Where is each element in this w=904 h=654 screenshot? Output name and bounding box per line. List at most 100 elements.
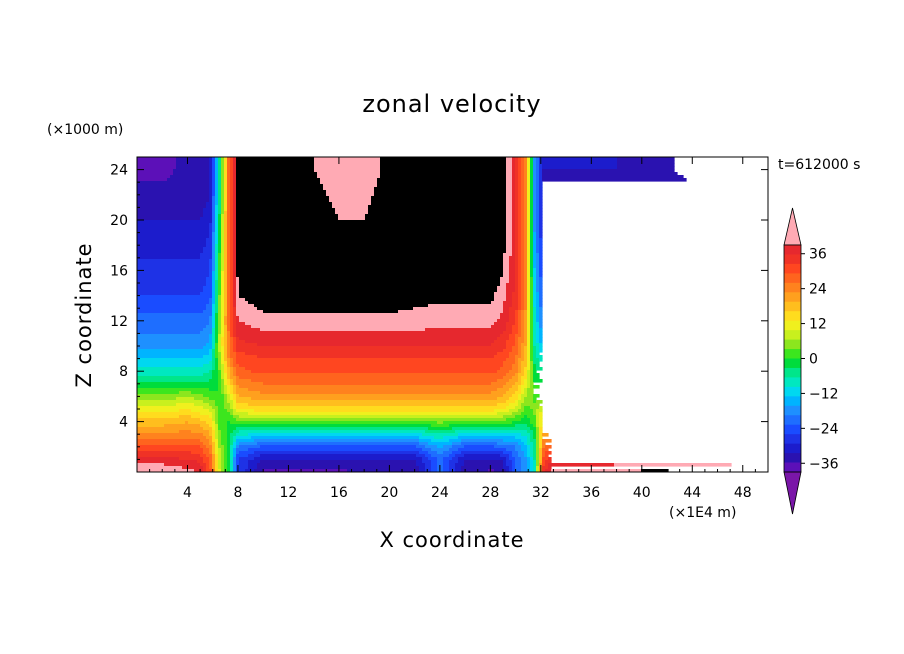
field-cell (539, 223, 543, 227)
field-cell (218, 274, 222, 278)
field-cell (521, 406, 525, 410)
field-cell (236, 196, 330, 200)
field-cell (218, 331, 222, 335)
field-cell (377, 178, 507, 182)
field-cell (545, 454, 549, 458)
field-cell (209, 262, 213, 266)
field-cell (512, 202, 516, 206)
field-cell (542, 457, 549, 461)
field-cell (539, 349, 543, 353)
field-cell (452, 427, 531, 431)
field-cell (236, 328, 261, 332)
field-cell (506, 157, 513, 161)
field-cell (515, 169, 519, 173)
field-cell (137, 178, 168, 182)
field-cell (530, 178, 534, 182)
field-cell (512, 175, 516, 179)
field-cell (503, 307, 510, 311)
field-cell (518, 346, 522, 350)
field-cell (233, 331, 237, 335)
field-cell (527, 355, 531, 359)
field-cell (530, 367, 534, 371)
field-cell (533, 313, 537, 317)
field-cell (251, 370, 498, 374)
field-cell (206, 238, 213, 242)
field-cell (539, 295, 543, 299)
field-cell (215, 310, 219, 314)
field-cell (521, 217, 525, 221)
field-cell (530, 229, 534, 233)
field-cell (215, 169, 219, 173)
field-cell (221, 325, 225, 329)
field-cell (233, 187, 237, 191)
field-cell (236, 325, 252, 329)
field-cell (521, 301, 525, 305)
field-cell (533, 217, 537, 221)
field-cell (521, 175, 525, 179)
field-cell (539, 259, 543, 263)
field-cell (233, 379, 237, 383)
field-cell (536, 244, 540, 248)
field-cell (221, 340, 225, 344)
field-cell (215, 181, 219, 185)
field-cell (512, 328, 519, 332)
field-cell (224, 394, 228, 398)
field-cell (533, 328, 537, 332)
field-cell (500, 367, 513, 371)
field-cell (233, 358, 237, 362)
colorbar-label: 0 (809, 352, 818, 368)
field-cell (212, 265, 216, 269)
field-cell (521, 307, 525, 311)
field-cell (515, 358, 519, 362)
field-cell (536, 202, 540, 206)
field-cell (212, 157, 216, 161)
field-cell (368, 208, 507, 212)
field-cell (533, 220, 537, 224)
field-cell (224, 217, 228, 221)
field-cell (227, 343, 231, 347)
field-cell (224, 190, 228, 194)
field-cell (533, 235, 537, 239)
field-cell (200, 454, 207, 458)
field-cell (524, 289, 528, 293)
field-cell (209, 181, 213, 185)
field-cell (224, 391, 228, 395)
field-cell (503, 364, 513, 368)
field-cell (533, 238, 537, 242)
field-cell (209, 466, 213, 470)
field-cell (221, 178, 225, 182)
field-cell (212, 247, 216, 251)
field-cell (212, 160, 216, 164)
field-cell (539, 169, 543, 173)
field-cell (248, 466, 258, 470)
field-cell (533, 259, 537, 263)
field-cell (215, 361, 219, 365)
field-cell (530, 337, 534, 341)
field-cell (527, 157, 531, 161)
field-cell (506, 328, 513, 332)
field-cell (536, 190, 540, 194)
field-cell (137, 172, 174, 176)
field-cell (224, 157, 228, 161)
field-cell (257, 307, 414, 311)
field-cell (536, 415, 540, 419)
field-cell (224, 325, 228, 329)
field-cell (212, 439, 216, 443)
field-cell (227, 469, 231, 472)
field-cell (221, 367, 225, 371)
field-cell (137, 343, 207, 347)
field-cell (227, 448, 231, 452)
field-cell (521, 262, 525, 266)
field-cell (527, 334, 531, 338)
field-cell (215, 337, 219, 341)
field-cell (455, 469, 462, 472)
field-cell (326, 193, 375, 197)
field-cell (224, 403, 231, 407)
field-cell (221, 265, 225, 269)
field-cell (233, 292, 237, 296)
field-cell (515, 190, 519, 194)
field-cell (212, 304, 216, 308)
field-cell (221, 259, 225, 263)
field-cell (533, 442, 537, 446)
field-cell (506, 208, 513, 212)
